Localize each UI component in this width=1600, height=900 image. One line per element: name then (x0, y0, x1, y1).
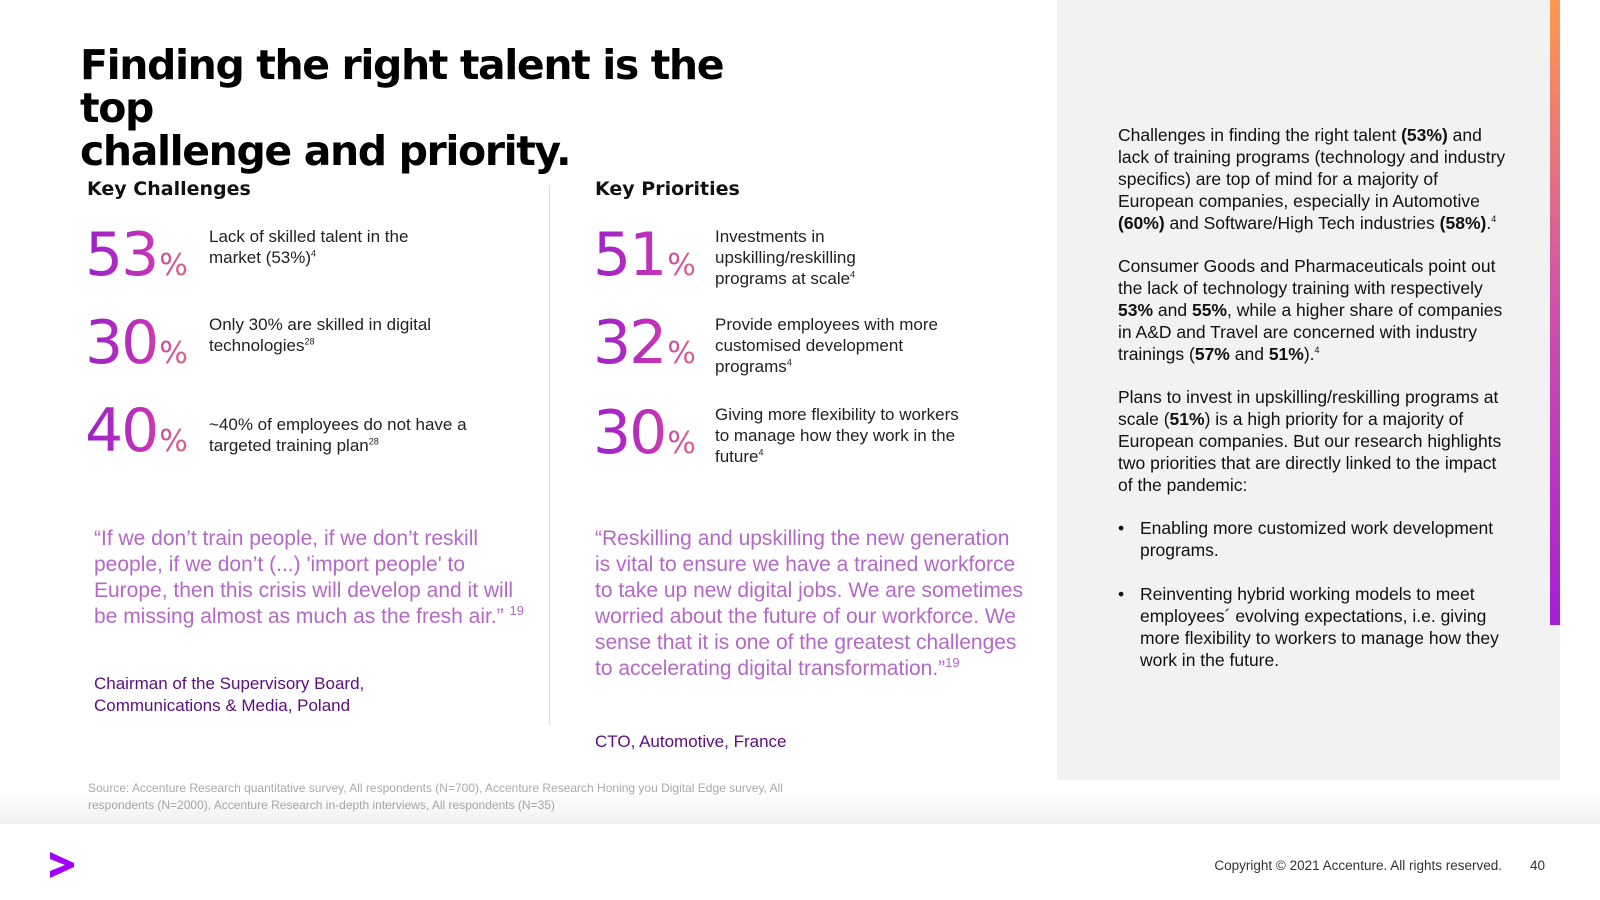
stat-number: 40% (85, 400, 207, 473)
stat-description: Lack of skilled talent in the market (53… (209, 227, 409, 267)
stat-number: 51% (593, 224, 715, 297)
key-priorities-heading: Key Priorities (595, 178, 740, 200)
stat-number: 32% (593, 312, 715, 385)
accent-gradient-bar (1550, 0, 1560, 625)
list-item: Enabling more customized work developmen… (1118, 517, 1510, 561)
source-note: Source: Accenture Research quantitative … (88, 781, 783, 812)
list-item: Reinventing hybrid working models to mee… (1118, 583, 1510, 671)
summary-panel-text: Challenges in finding the right talent (… (1118, 124, 1510, 693)
summary-paragraph-1: Challenges in finding the right talent (… (1118, 125, 1506, 233)
stat-number: 53% (85, 224, 207, 297)
stat-description: ~40% of employees do not have a targeted… (209, 415, 467, 455)
summary-paragraph-2: Consumer Goods and Pharmaceuticals point… (1118, 256, 1503, 364)
accenture-chevron-icon (50, 852, 74, 878)
stat-description: Only 30% are skilled in digital technolo… (209, 315, 432, 355)
footer-shadow (0, 790, 1600, 824)
title-line-2: challenge and priority. (80, 127, 572, 175)
challenges-quote-attribution: Chairman of the Supervisory Board, Commu… (94, 674, 365, 715)
challenge-stat-2: 30% Only 30% are skilled in digital tech… (85, 312, 469, 385)
footer-bar (0, 824, 1600, 900)
priorities-quote-attribution: CTO, Automotive, France (595, 732, 787, 751)
page-number: 40 (1530, 858, 1546, 873)
challenge-stat-3: 40% ~40% of employees do not have a targ… (85, 400, 491, 473)
priority-bullet-list: Enabling more customized work developmen… (1118, 517, 1510, 671)
stat-number: 30% (593, 402, 715, 475)
priority-stat-1: 51% Investments in upskilling/reskilling… (593, 224, 915, 297)
summary-paragraph-3: Plans to invest in upskilling/reskilling… (1118, 387, 1502, 495)
stat-description: Giving more flexibility to workers to ma… (715, 405, 959, 466)
challenges-quote: “If we don’t train people, if we don’t r… (94, 527, 524, 628)
key-challenges-heading: Key Challenges (87, 178, 251, 200)
title-line-1: Finding the right talent is the top (80, 41, 725, 132)
stat-number: 30% (85, 312, 207, 385)
challenge-stat-1: 53% Lack of skilled talent in the market… (85, 224, 449, 297)
column-divider (549, 185, 550, 725)
copyright-text: Copyright © 2021 Accenture. All rights r… (1214, 858, 1502, 873)
priority-stat-2: 32% Provide employees with more customis… (593, 312, 977, 385)
stat-description: Investments in upskilling/reskilling pro… (715, 227, 856, 288)
priority-stat-3: 30% Giving more flexibility to workers t… (593, 402, 973, 475)
stat-description: Provide employees with more customised d… (715, 315, 938, 376)
priorities-quote: “Reskilling and upskilling the new gener… (595, 527, 1023, 680)
page-title: Finding the right talent is the top chal… (80, 44, 800, 173)
